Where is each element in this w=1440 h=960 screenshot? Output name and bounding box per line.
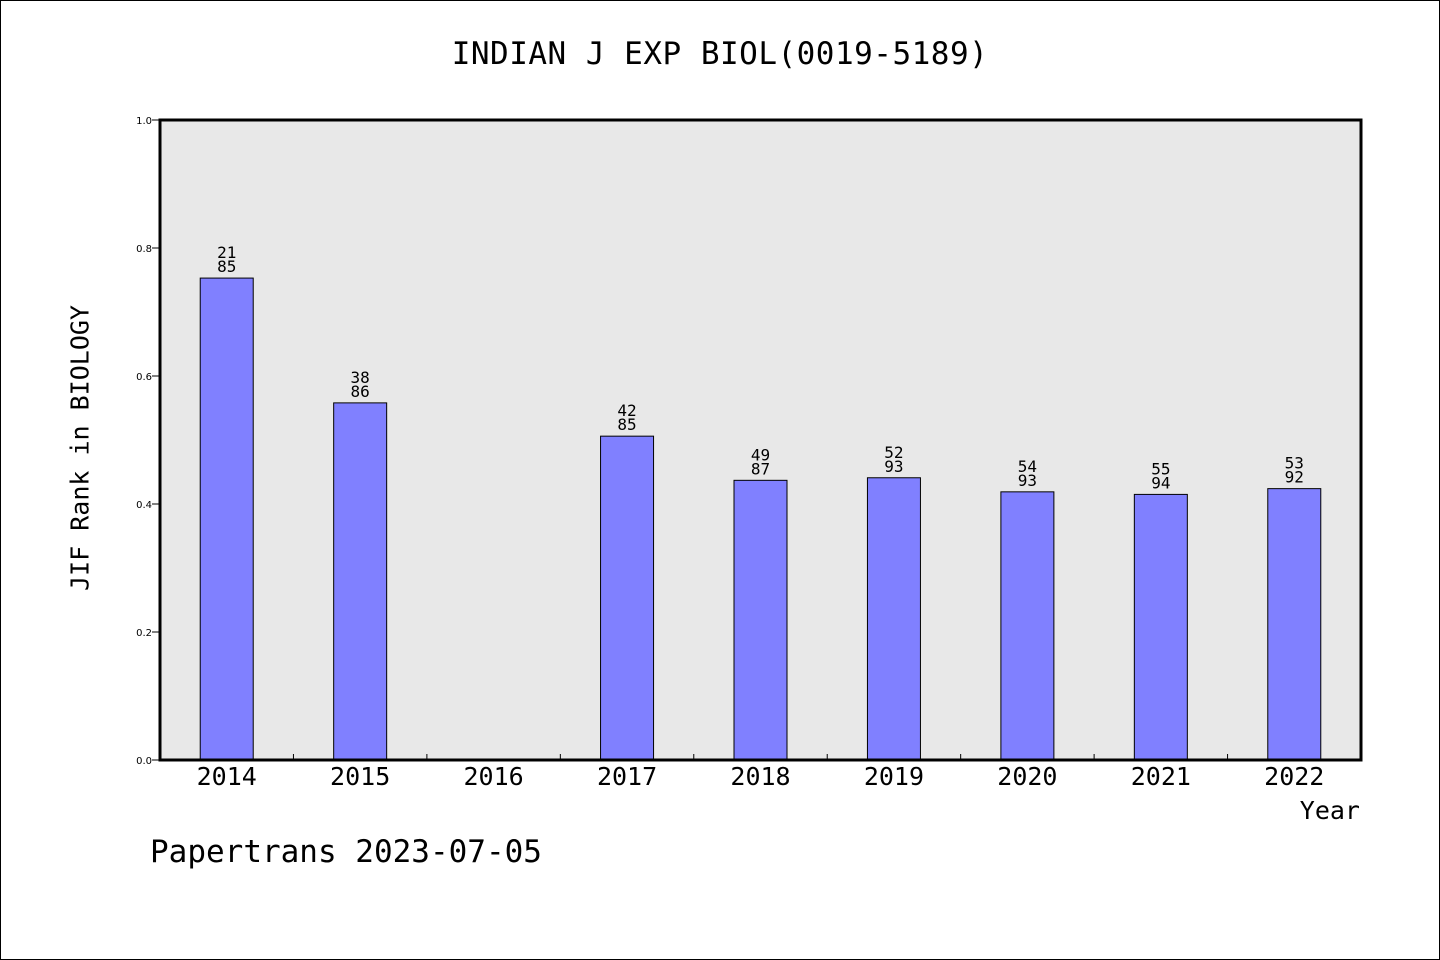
data-label-total-2015: 86	[351, 382, 370, 401]
bar-2019	[866, 477, 921, 761]
data-label-total-2018: 87	[751, 459, 770, 478]
bar-2015	[333, 402, 388, 761]
plot-border	[158, 118, 1363, 762]
data-label-rank-2017: 42	[617, 401, 636, 420]
x-tick-label-2021: 2021	[1131, 762, 1191, 791]
x-tick-label-2016: 2016	[464, 762, 524, 791]
bar-2018	[733, 479, 788, 761]
bar-2021	[1133, 493, 1188, 761]
footer-note: Papertrans 2023-07-05	[150, 834, 542, 870]
x-tick-label-2014: 2014	[197, 762, 257, 791]
x-axis-label: Year	[1299, 796, 1360, 825]
bar-2017	[600, 435, 655, 761]
bar-2020	[1000, 491, 1055, 761]
x-tick-label-2015: 2015	[330, 762, 390, 791]
data-label-rank-2014: 21	[217, 243, 236, 262]
x-tick-label-2020: 2020	[997, 762, 1057, 791]
x-tick-label-2022: 2022	[1264, 762, 1324, 791]
data-label-rank-2020: 54	[1018, 457, 1037, 476]
data-label-rank-2022: 53	[1285, 454, 1304, 473]
data-label-rank-2019: 52	[884, 443, 903, 462]
bar-2022	[1267, 488, 1322, 761]
y-tick-label-4: 0.8	[136, 244, 152, 255]
y-tick-label-3: 0.6	[136, 372, 152, 383]
data-label-total-2021: 94	[1151, 473, 1170, 492]
data-label-rank-2015: 38	[351, 368, 370, 387]
y-tick-label-2: 0.4	[136, 500, 152, 511]
data-label-total-2022: 92	[1285, 468, 1304, 487]
chart-title: INDIAN J EXP BIOL(0019-5189)	[451, 36, 989, 72]
data-label-rank-2018: 49	[751, 445, 770, 464]
data-label-total-2014: 85	[217, 257, 236, 276]
y-tick-label-5: 1.0	[136, 116, 152, 127]
data-label-total-2020: 93	[1018, 471, 1037, 490]
x-tick-label-2019: 2019	[864, 762, 924, 791]
bar-2014	[199, 277, 254, 761]
x-tick-label-2017: 2017	[597, 762, 657, 791]
y-tick-label-0: 0.0	[136, 756, 152, 767]
x-tick-label-2018: 2018	[730, 762, 790, 791]
data-label-total-2017: 85	[617, 415, 636, 434]
data-label-total-2019: 93	[884, 457, 903, 476]
y-tick-label-1: 0.2	[136, 628, 152, 639]
data-label-rank-2021: 55	[1151, 459, 1170, 478]
